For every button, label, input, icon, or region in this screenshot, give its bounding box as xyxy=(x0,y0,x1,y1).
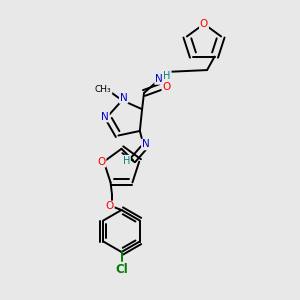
Text: N: N xyxy=(142,140,150,149)
Text: N: N xyxy=(101,112,109,122)
Text: Cl: Cl xyxy=(115,262,128,276)
Text: O: O xyxy=(106,201,114,212)
Text: CH₃: CH₃ xyxy=(95,85,112,94)
Text: N: N xyxy=(155,74,163,84)
Text: O: O xyxy=(162,82,171,92)
Text: N: N xyxy=(120,93,128,103)
Text: H: H xyxy=(164,71,171,81)
Text: O: O xyxy=(200,19,208,29)
Text: O: O xyxy=(97,157,106,167)
Text: H: H xyxy=(123,156,130,166)
